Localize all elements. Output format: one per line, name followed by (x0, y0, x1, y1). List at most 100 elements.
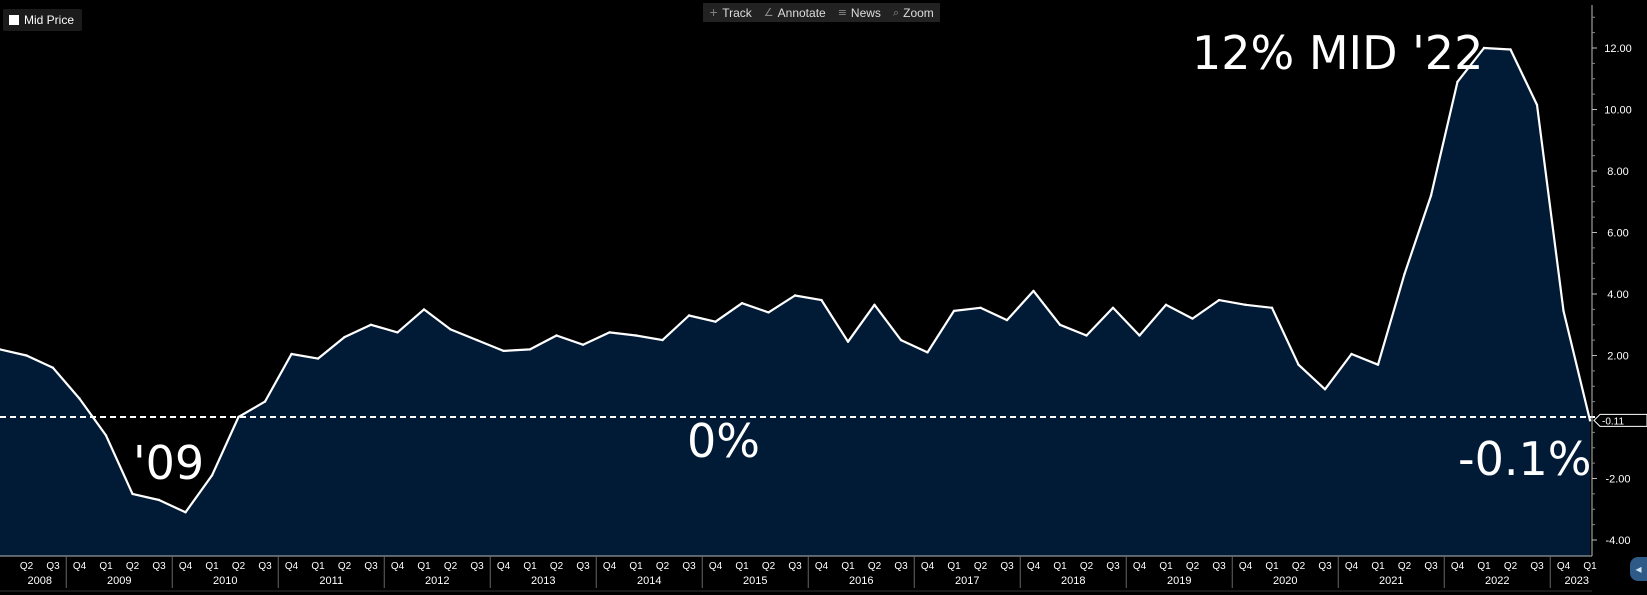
x-quarter-label: Q2 (550, 561, 564, 572)
legend-swatch (9, 15, 19, 25)
data-point (793, 294, 797, 297)
annotation-latest: -0.1% (1458, 432, 1592, 486)
chart-toolbar: + Track ∠ Annotate ≡ News ⌕ Zoom (703, 3, 940, 22)
x-quarter-label: Q1 (1053, 561, 1067, 572)
data-point (1297, 363, 1300, 366)
data-point (1376, 363, 1380, 366)
annotate-button[interactable]: ∠ Annotate (758, 3, 832, 22)
x-quarter-label: Q1 (311, 561, 325, 572)
x-quarter-label: Q2 (20, 561, 34, 572)
y-tick-label: 2.00 (1607, 351, 1628, 363)
x-year-label: 2021 (1379, 575, 1403, 587)
x-quarter-label: Q3 (470, 561, 484, 572)
x-quarter-label: Q2 (444, 561, 458, 572)
x-quarter-label: Q2 (1080, 561, 1094, 572)
x-quarter-label: Q4 (921, 561, 935, 572)
x-quarter-label: Q1 (1159, 561, 1173, 572)
x-quarter-label: Q2 (868, 561, 882, 572)
data-point (1509, 48, 1512, 51)
x-quarter-label: Q4 (1133, 561, 1147, 572)
x-year-label: 2023 (1565, 575, 1589, 587)
x-quarter-label: Q1 (1371, 561, 1385, 572)
x-quarter-label: Q1 (99, 561, 113, 572)
data-point (104, 434, 108, 437)
data-point (661, 338, 664, 342)
legend-label: Mid Price (24, 13, 75, 27)
x-quarter-label: Q1 (1477, 561, 1491, 572)
x-quarter-label: Q3 (1212, 561, 1226, 572)
data-point (237, 415, 240, 419)
x-quarter-label: Q4 (1239, 561, 1253, 572)
data-point (51, 366, 55, 369)
data-point (634, 334, 638, 337)
data-point (1058, 323, 1062, 326)
x-quarter-label: Q3 (1318, 561, 1332, 572)
x-quarter-label: Q3 (682, 561, 696, 572)
data-point (714, 320, 717, 323)
data-point (1403, 272, 1406, 276)
x-quarter-label: Q1 (841, 561, 855, 572)
x-quarter-label: Q3 (364, 561, 378, 572)
x-quarter-label: Q4 (73, 561, 87, 572)
x-year-label: 2010 (213, 575, 237, 587)
expand-icon[interactable]: ◂ (1630, 557, 1647, 581)
data-point (1085, 334, 1088, 337)
data-point (820, 298, 823, 302)
data-point (343, 335, 346, 339)
x-year-label: 2015 (743, 575, 767, 587)
x-quarter-label: Q4 (1557, 561, 1571, 572)
data-point (1032, 289, 1035, 293)
data-point (979, 306, 982, 309)
x-year-label: 2008 (28, 575, 52, 587)
x-quarter-label: Q4 (1027, 561, 1041, 572)
x-quarter-label: Q1 (523, 561, 537, 572)
y-tick-label: 8.00 (1607, 166, 1628, 178)
x-quarter-label: Q1 (417, 561, 431, 572)
data-point (0, 348, 2, 351)
pencil-icon: ∠ (763, 6, 774, 19)
x-quarter-label: Q4 (815, 561, 829, 572)
data-point (555, 334, 558, 337)
data-point (1535, 103, 1539, 107)
data-point (210, 474, 214, 477)
x-quarter-label: Q1 (735, 561, 749, 572)
y-tick-label: 6.00 (1607, 228, 1628, 240)
data-point (581, 343, 585, 346)
x-quarter-label: Q4 (709, 561, 723, 572)
data-point (1562, 309, 1565, 313)
x-quarter-label: Q2 (1504, 561, 1518, 572)
x-quarter-label: Q1 (947, 561, 961, 572)
x-quarter-label: Q1 (629, 561, 643, 572)
x-quarter-label: Q4 (603, 561, 617, 572)
y-tick-label: 4.00 (1607, 289, 1628, 301)
annotation-zero: 0% (687, 414, 760, 468)
news-button[interactable]: ≡ News (832, 3, 887, 22)
data-point (846, 340, 850, 343)
data-point (184, 511, 187, 514)
data-point (157, 498, 161, 502)
x-quarter-label: Q4 (179, 561, 193, 572)
data-point (899, 338, 903, 342)
data-point (422, 308, 426, 311)
x-quarter-label: Q2 (974, 561, 988, 572)
data-point (873, 303, 876, 306)
x-year-label: 2012 (425, 575, 449, 587)
x-year-label: 2018 (1061, 575, 1085, 587)
data-point (1138, 334, 1141, 337)
current-value-marker (1593, 413, 1647, 427)
x-year-label: 2020 (1273, 575, 1297, 587)
data-point (316, 357, 320, 360)
data-point (396, 331, 399, 334)
track-button[interactable]: + Track (703, 3, 758, 22)
x-quarter-label: Q3 (46, 561, 60, 572)
annotation-trough: '09 (133, 436, 205, 490)
data-point (1323, 388, 1327, 391)
legend[interactable]: Mid Price (3, 9, 83, 31)
x-year-label: 2016 (849, 575, 873, 587)
data-point (449, 328, 452, 331)
zoom-label: Zoom (903, 5, 934, 20)
x-quarter-label: Q3 (1000, 561, 1014, 572)
current-value-label: -0.11 (1602, 416, 1624, 427)
zoom-button[interactable]: ⌕ Zoom (887, 3, 940, 22)
data-point (475, 338, 479, 342)
